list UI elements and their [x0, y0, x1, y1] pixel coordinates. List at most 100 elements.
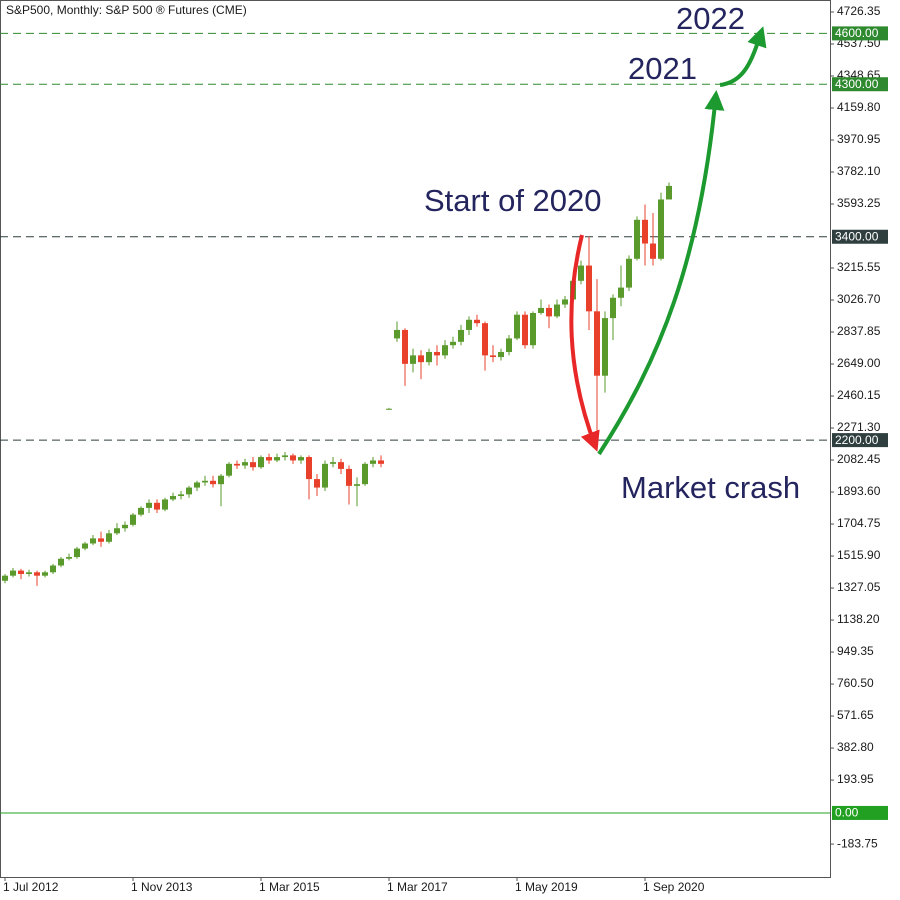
candle-body [114, 528, 120, 534]
candle-body [602, 318, 608, 376]
candle-body [626, 258, 632, 288]
candle-body [282, 455, 288, 458]
candle-body [466, 319, 472, 330]
y-tick-label: 2082.45 [837, 452, 881, 466]
candle-body [170, 496, 176, 500]
candle-body [306, 457, 312, 480]
candle-body [522, 314, 528, 346]
candle-body [210, 480, 216, 485]
candle-body [234, 463, 240, 466]
level-tag [832, 26, 888, 41]
candle-body [226, 463, 232, 476]
candle-body [562, 299, 568, 305]
y-tick-label: 3970.95 [837, 132, 881, 146]
candle-body [58, 558, 64, 566]
candle-body [618, 287, 624, 298]
candle-body [362, 463, 368, 485]
candle-body [50, 565, 56, 573]
candle-body [106, 533, 112, 542]
candle-body [650, 243, 656, 259]
candle-body [98, 538, 104, 542]
candle-body [594, 311, 600, 376]
plot-frame [0, 0, 831, 878]
annotation: 2022 [676, 1, 745, 36]
candle-body [290, 455, 296, 461]
y-tick-label: 760.50 [837, 676, 874, 690]
candle-body [338, 462, 344, 469]
y-tick-label: 2271.30 [837, 420, 881, 434]
candle-body [2, 575, 8, 581]
candle-body [186, 487, 192, 495]
y-tick-label: 2460.15 [837, 388, 881, 402]
x-tick-label: 1 Mar 2017 [387, 880, 448, 894]
candle-body [370, 460, 376, 464]
candle-body [66, 557, 72, 559]
crash-arrow [569, 234, 600, 452]
y-tick-label: 382.80 [837, 740, 874, 754]
y-tick-label: 3782.10 [837, 164, 881, 178]
y-tick-label: 4726.35 [837, 4, 881, 18]
level-tag [832, 433, 888, 448]
y-tick-label: 1893.60 [837, 484, 881, 498]
level-label: 0.00 [835, 806, 859, 820]
candle-body [634, 219, 640, 259]
x-tick-label: 1 Jul 2012 [3, 880, 59, 894]
annotation: 2021 [628, 51, 697, 86]
candle-body [642, 219, 648, 244]
candle-body [82, 543, 88, 549]
candle-body [410, 355, 416, 364]
candle-body [538, 307, 544, 314]
candle-body [274, 457, 280, 461]
x-tick-label: 1 Nov 2013 [131, 880, 193, 894]
candle-body [146, 502, 152, 508]
candle-body [298, 457, 304, 461]
y-tick-label: 571.65 [837, 708, 874, 722]
candle-body [42, 572, 48, 576]
candle-body [18, 570, 24, 574]
candle-body [178, 494, 184, 497]
candle-body [442, 345, 448, 356]
y-tick-label: 1138.20 [837, 612, 880, 626]
recovery-arrow [597, 90, 725, 456]
candle-body [530, 313, 536, 346]
candle-body [10, 570, 16, 576]
candle-body [258, 457, 264, 468]
candle-body [346, 468, 352, 486]
candle-body [386, 408, 392, 410]
candle-body [474, 319, 480, 324]
candle-body [194, 482, 200, 488]
annotation: Market crash [621, 470, 800, 505]
candle-body [426, 351, 432, 363]
level-label: 4300.00 [835, 77, 879, 91]
y-tick-label: 949.35 [837, 644, 874, 658]
y-tick-label: 3593.25 [837, 196, 881, 210]
candle-body [554, 304, 560, 317]
candle-body [122, 524, 128, 529]
candle-body [658, 199, 664, 259]
candle-body [450, 341, 456, 346]
y-tick-label: 3215.55 [837, 260, 881, 274]
y-tick-label: -183.75 [837, 836, 878, 850]
level-label: 4600.00 [835, 26, 879, 40]
candle-body [330, 462, 336, 464]
x-tick-label: 1 May 2019 [515, 880, 578, 894]
candle-body [202, 480, 208, 483]
candle-body [130, 514, 136, 525]
y-tick-label: 1515.90 [837, 548, 881, 562]
candle-body [266, 457, 272, 461]
y-tick-label: 1704.75 [837, 516, 881, 530]
annotation: Start of 2020 [424, 183, 602, 218]
candle-body [482, 323, 488, 356]
candle-body [514, 314, 520, 339]
level-tag [832, 805, 888, 820]
candle-body [218, 475, 224, 485]
level-tag [832, 77, 888, 92]
candle-body [402, 329, 408, 364]
chart-title: S&P500, Monthly: S&P 500 ® Futures (CME) [6, 3, 247, 17]
candle-body [34, 572, 40, 576]
candle-body [354, 484, 360, 486]
candle-body [666, 185, 672, 200]
candle-body [490, 355, 496, 358]
candle-body [506, 338, 512, 352]
